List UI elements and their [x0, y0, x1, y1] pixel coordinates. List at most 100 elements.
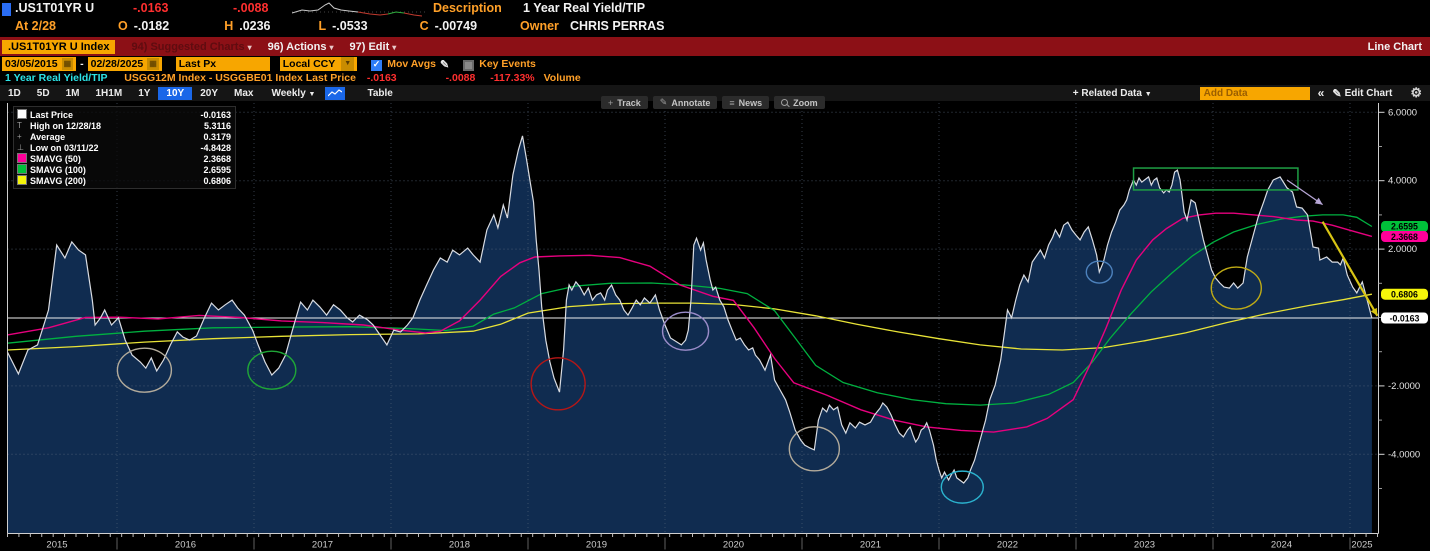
calendar-icon[interactable]: ▦ — [61, 58, 74, 70]
date-range-separator: - — [80, 58, 84, 70]
legend-value: 5.3116 — [203, 120, 231, 131]
tool-label: Zoom — [793, 97, 818, 108]
period-tab-1d[interactable]: 1D — [8, 87, 21, 99]
line-chart-type-button[interactable] — [325, 86, 346, 100]
x-year-label: 2015 — [46, 540, 67, 551]
security-selector-button[interactable]: .US1T01YR U Index — [2, 39, 116, 54]
axis-badge-value: -0.0163 — [1390, 313, 1420, 323]
key-events-checkbox[interactable] — [463, 59, 475, 71]
price-type-select[interactable]: Last Px — [175, 57, 270, 71]
x-year-label: 2017 — [312, 540, 333, 551]
news-tool-button[interactable]: ≡ News — [722, 96, 770, 109]
period-tab-1h1m[interactable]: 1H1M — [95, 87, 123, 99]
chart-area: 6.0000 4.0000 2.0000 -2.0000 -4.0000 2.6595 2.… — [0, 96, 1430, 551]
zoom-tool-button[interactable]: Zoom — [774, 96, 825, 109]
news-icon: ≡ — [729, 97, 735, 108]
legend-marker-icon: T — [17, 121, 22, 130]
calendar-icon[interactable]: ▦ — [147, 58, 159, 70]
legend-label: Average — [30, 131, 66, 142]
annotation-ellipse-4 — [788, 426, 841, 472]
currency-select[interactable]: Local CCY ▼ — [279, 57, 358, 71]
period-tab-max[interactable]: Max — [234, 87, 254, 99]
ohlc-key: H — [224, 19, 234, 33]
legend-value: 2.3668 — [203, 153, 231, 164]
axis-badge — [1381, 221, 1428, 233]
zoom-icon — [781, 99, 789, 106]
period-tab-20y[interactable]: 20Y — [200, 87, 219, 99]
y-tick-label: -4.0000 — [1388, 449, 1420, 460]
security-type-icon — [2, 3, 11, 16]
line-chart-icon — [328, 88, 343, 96]
edit-menu[interactable]: 97) Edit ▾ — [349, 40, 397, 53]
edit-chart-button[interactable]: Edit Chart — [1344, 87, 1393, 99]
legend-value: -4.8428 — [200, 142, 231, 153]
related-data-menu[interactable]: + Related Data ▼ — [1072, 87, 1152, 99]
suggested-charts-menu[interactable]: 94) Suggested Charts ▾ — [131, 40, 252, 53]
function-name-label: Line Chart — [1367, 40, 1422, 53]
mov-avgs-label: Mov Avgs — [387, 58, 437, 70]
legend-value: 0.3179 — [203, 131, 231, 142]
chart-canvas[interactable]: 6.00004.00002.0000-2.0000-4.00002.65952.… — [0, 101, 1430, 551]
tool-label: Annotate — [671, 97, 711, 108]
date-to-input[interactable]: 02/28/2025 ▦ — [87, 57, 162, 71]
track-tool-button[interactable]: + Track — [601, 96, 648, 109]
add-data-input[interactable] — [1199, 86, 1310, 100]
y-tick-label: 6.0000 — [1388, 107, 1417, 118]
ticker-symbol: .US1T01YR U — [15, 1, 95, 15]
annotation-arrow-9 — [1286, 179, 1323, 206]
ohlc-key: L — [318, 19, 327, 33]
legend-label: Last Price — [30, 109, 74, 120]
series-volume-pct: -117.33% — [490, 72, 535, 84]
legend-row: SMAVG (200) 0.6806 — [17, 174, 231, 187]
x-year-label: 2025 — [1351, 540, 1372, 551]
annotation-ellipse-5 — [940, 470, 984, 504]
legend-label: SMAVG (200) — [30, 175, 86, 186]
collapse-panel-icon[interactable]: « — [1317, 86, 1325, 100]
legend-label: Low on 03/11/22 — [30, 142, 99, 153]
track-icon: + — [608, 97, 614, 108]
legend-row: SMAVG (100) 2.6595 — [17, 163, 231, 175]
period-tab-1y[interactable]: 1Y — [138, 87, 151, 99]
annotation-ellipse-7 — [1210, 266, 1262, 310]
period-tab-10y[interactable]: 10Y — [158, 86, 193, 100]
axis-badge — [1381, 288, 1428, 300]
description-label: Description — [433, 1, 502, 15]
ohlc-key: O — [118, 19, 128, 33]
frequency-select[interactable]: Weekly ▼ — [271, 87, 316, 99]
legend-swatch-icon — [17, 152, 30, 165]
annotation-arrow-10 — [1321, 221, 1379, 317]
annotation-rect-8 — [1132, 167, 1299, 191]
pencil-icon[interactable]: ✎ — [440, 58, 450, 71]
period-tab-5d[interactable]: 5D — [36, 87, 50, 99]
smavg200-line — [7, 293, 1373, 351]
actions-menu[interactable]: 96) Actions ▾ — [267, 40, 334, 53]
date-from-input[interactable]: 03/05/2015 ▦ — [2, 57, 77, 71]
period-tab-1m[interactable]: 1M — [65, 87, 80, 99]
legend-value: 0.6806 — [203, 175, 231, 186]
annotation-arrowhead-9 — [1314, 197, 1323, 205]
legend-swatch-icon — [17, 174, 30, 187]
table-button[interactable]: Table — [367, 87, 393, 99]
series-name: 1 Year Real Yield/TIP — [5, 72, 108, 84]
mov-avgs-checkbox[interactable] — [371, 59, 383, 71]
annotate-tool-button[interactable]: ✎ Annotate — [652, 96, 718, 109]
legend-value: 2.6595 — [203, 164, 231, 175]
title-bar: .US1T01YR U -.0163 -.0088 Description 1 … — [0, 1, 1430, 19]
owner-label: Owner — [520, 19, 559, 33]
y-tick-label: 2.0000 — [1388, 244, 1417, 255]
x-year-label: 2020 — [723, 540, 744, 551]
legend-row: Last Price -0.0163 — [17, 108, 231, 120]
legend-row: T High on 12/28/18 5.3116 — [17, 120, 231, 131]
x-year-label: 2016 — [175, 540, 196, 551]
annotation-ellipse-0 — [116, 347, 173, 393]
series-formula: USGG12M Index - USGGBE01 Index Last Pric… — [124, 72, 356, 84]
tool-label: News — [738, 97, 763, 108]
smavg50-line — [7, 212, 1373, 433]
legend-row: ⊥ Low on 03/11/22 -4.8428 — [17, 142, 231, 153]
pencil-icon: ✎ — [1332, 87, 1342, 100]
x-year-label: 2022 — [997, 540, 1018, 551]
gear-icon[interactable]: ⚙ — [1410, 85, 1422, 100]
chart-legend: Last Price -0.0163 T High on 12/28/18 5.3116… — [13, 106, 236, 189]
x-year-label: 2018 — [449, 540, 470, 551]
at-time-label: At 2/28 — [15, 19, 56, 33]
